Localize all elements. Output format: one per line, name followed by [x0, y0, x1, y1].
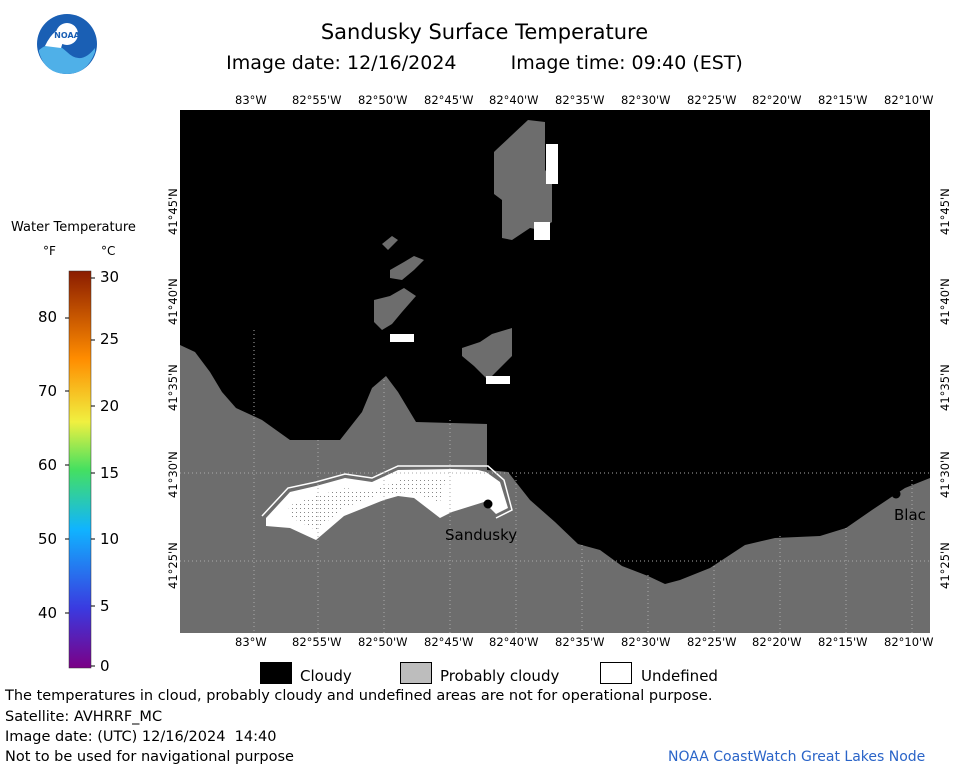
noaa-logo-text: NOAA: [54, 31, 80, 40]
sandusky-label: Sandusky: [445, 526, 518, 544]
lon-label-bottom: 82°50'W: [358, 635, 408, 649]
utc-date-text: Image date: (UTC) 12/16/2024 14:40: [5, 729, 277, 745]
lon-label-bottom: 82°15'W: [818, 635, 868, 649]
color-scale-title: Water Temperature: [11, 220, 136, 235]
island-kelleys-undefined: [486, 376, 510, 384]
lon-label-bottom: 82°40'W: [489, 635, 539, 649]
graticule: [180, 330, 930, 633]
celsius-tick: 0: [100, 657, 110, 675]
legend-cloudy-swatch: [260, 662, 292, 684]
south-shore-land: [180, 345, 930, 633]
legend-cloudy-label: Cloudy: [300, 667, 352, 685]
celsius-tick: 5: [100, 597, 110, 615]
lon-label-top: 82°15'W: [818, 93, 868, 107]
lat-label-left: 41°45'N: [166, 188, 180, 235]
celsius-tick: 10: [100, 530, 120, 548]
legend-undefined-swatch: [600, 662, 632, 684]
lat-label-right: 41°40'N: [938, 278, 952, 325]
lon-label-top: 82°35'W: [555, 93, 605, 107]
fahrenheit-tick: 70: [38, 382, 58, 400]
nav-warning-text: Not to be used for navigational purpose: [5, 749, 294, 765]
lon-label-top: 82°50'W: [358, 93, 408, 107]
celsius-tick: 30: [100, 268, 120, 286]
lat-label-right: 41°45'N: [938, 188, 952, 235]
celsius-tick: 25: [100, 330, 120, 348]
lon-label-bottom: 82°55'W: [292, 635, 342, 649]
lat-label-left: 41°40'N: [166, 278, 180, 325]
black-river-label: Blac: [894, 506, 926, 524]
lon-label-top: 82°10'W: [884, 93, 934, 107]
legend-probably-cloudy-label: Probably cloudy: [440, 667, 560, 685]
lon-label-bottom: 82°35'W: [555, 635, 605, 649]
sandusky-bay-outline: [261, 465, 513, 519]
island-small-1: [382, 236, 398, 250]
sandusky-bay-stipple: [288, 478, 446, 530]
color-bar: [65, 270, 95, 669]
lon-label-top: 83°W: [235, 93, 267, 107]
island-kelleys: [462, 328, 512, 380]
island-small-2: [390, 256, 424, 280]
fahrenheit-tick: 50: [38, 530, 58, 548]
noaa-logo: NOAA: [37, 14, 97, 74]
map-panel: [180, 110, 930, 633]
legend-probably-cloudy-swatch: [400, 662, 432, 684]
lon-label-bottom: 82°45'W: [424, 635, 474, 649]
lat-label-left: 41°25'N: [166, 542, 180, 589]
unit-fahrenheit: °F: [43, 244, 56, 258]
lon-label-top: 82°25'W: [687, 93, 737, 107]
lon-label-top: 82°30'W: [621, 93, 671, 107]
island-north-undefined: [546, 144, 558, 184]
celsius-tick: 15: [100, 464, 120, 482]
black-river-marker: [891, 489, 901, 499]
lat-label-left: 41°35'N: [166, 364, 180, 411]
lon-label-bottom: 82°10'W: [884, 635, 934, 649]
celsius-tick: 20: [100, 397, 120, 415]
sandusky-marker: [483, 499, 493, 509]
island-west-undefined: [390, 334, 414, 342]
lat-label-left: 41°30'N: [166, 451, 180, 498]
sandusky-bay: [266, 469, 508, 540]
disclaimer-text: The temperatures in cloud, probably clou…: [5, 688, 713, 704]
lon-label-top: 82°40'W: [489, 93, 539, 107]
image-time: Image time: 09:40 (EST): [510, 52, 743, 74]
lon-label-top: 82°45'W: [424, 93, 474, 107]
lat-label-right: 41°30'N: [938, 451, 952, 498]
lon-label-bottom: 83°W: [235, 635, 267, 649]
lat-label-right: 41°25'N: [938, 542, 952, 589]
legend-undefined-label: Undefined: [641, 667, 718, 685]
fahrenheit-tick: 80: [38, 308, 58, 326]
lon-label-bottom: 82°20'W: [752, 635, 802, 649]
credit-text: NOAA CoastWatch Great Lakes Node: [668, 749, 926, 765]
island-north: [494, 120, 552, 240]
fahrenheit-tick: 60: [38, 456, 58, 474]
lon-label-top: 82°20'W: [752, 93, 802, 107]
fahrenheit-tick: 40: [38, 604, 58, 622]
lat-label-right: 41°35'N: [938, 364, 952, 411]
island-west: [374, 288, 416, 330]
lon-label-top: 82°55'W: [292, 93, 342, 107]
lon-label-bottom: 82°30'W: [621, 635, 671, 649]
satellite-text: Satellite: AVHRRF_MC: [5, 709, 163, 725]
image-datetime: Image date: 12/16/2024 Image time: 09:40…: [0, 52, 969, 74]
island-north-undefined: [534, 222, 550, 240]
unit-celsius: °C: [101, 244, 116, 258]
image-date: Image date: 12/16/2024: [226, 52, 457, 74]
lon-label-bottom: 82°25'W: [687, 635, 737, 649]
map-title: Sandusky Surface Temperature: [320, 20, 649, 44]
